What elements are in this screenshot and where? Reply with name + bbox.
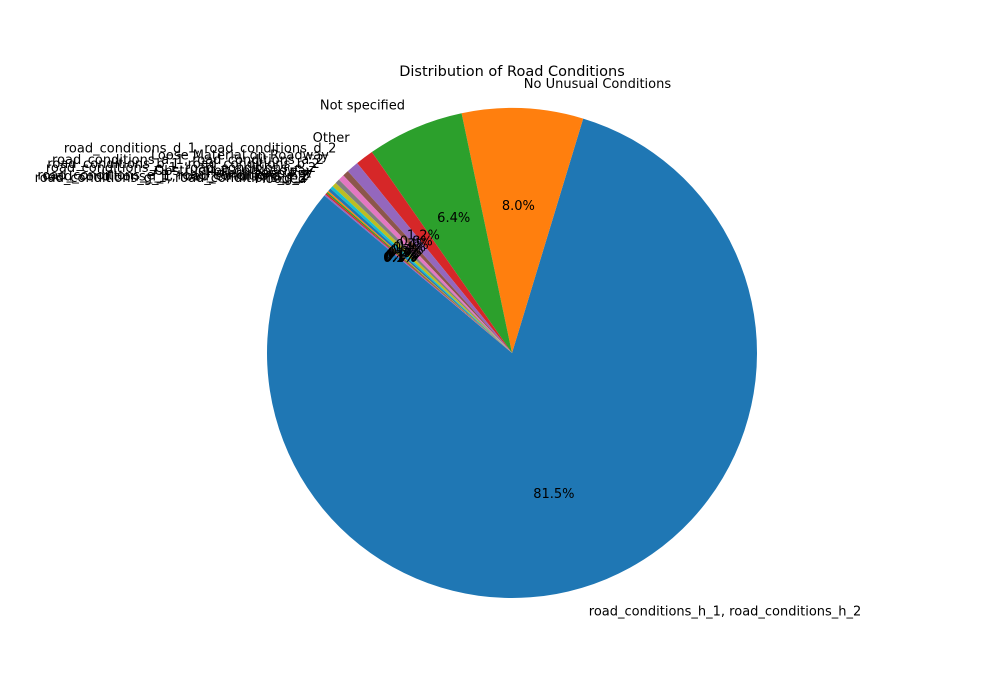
pie-slice-labels: road_conditions_h_1, road_conditions_h_2…	[35, 77, 862, 619]
slice-label-5: Loose Material on Roadway	[151, 148, 329, 163]
pie-slice-13	[325, 193, 512, 353]
slice-label-10: Holes, Deep Rut	[207, 166, 312, 181]
pie-slice-10	[328, 188, 512, 353]
slice-percent-11: 0.1%	[385, 249, 418, 264]
pie-slices	[267, 108, 758, 599]
slice-percent-14: 0.1%	[383, 251, 416, 266]
slice-percent-9: 0.2%	[387, 247, 420, 262]
pie-slice-1	[461, 108, 584, 353]
slice-label-1: No Unusual Conditions	[524, 77, 672, 92]
slice-label-8: road_conditions_c_1, road_conditions_c_2	[46, 161, 316, 176]
pie-slice-14	[324, 194, 512, 353]
slice-label-13: road_conditions_g_1, road_conditions_g_2	[35, 171, 308, 186]
pie-slice-3	[357, 152, 512, 353]
pie-slice-4	[347, 163, 512, 353]
slice-label-0: road_conditions_h_1, road_conditions_h_2	[589, 604, 862, 619]
slice-label-7: road_conditions_b_1, road_conditions_b_2	[47, 157, 320, 172]
chart-title: Distribution of Road Conditions	[399, 64, 625, 80]
pie-slice-9	[330, 186, 512, 353]
slice-percent-13: 0.1%	[384, 251, 417, 266]
slice-label-6: road_conditions_a_1, road_conditions_a_2	[52, 153, 324, 168]
slice-percent-12: 0.1%	[384, 250, 417, 265]
pie-slice-2	[371, 113, 512, 353]
pie-slice-12	[326, 192, 512, 353]
slice-percent-2: 6.4%	[437, 211, 470, 226]
slice-percent-5: 0.4%	[396, 238, 429, 253]
slice-label-9: Obstruction on Roadway	[154, 164, 314, 179]
slice-label-14: Flooded	[255, 172, 307, 187]
slice-label-3: Other	[313, 131, 351, 146]
slice-percent-8: 0.3%	[389, 245, 422, 260]
pie-slice-7	[335, 179, 512, 353]
slice-label-11: road_conditions_e_1, road_conditions_e_2	[37, 168, 309, 183]
pie-slice-5	[343, 171, 512, 353]
slice-percent-10: 0.2%	[386, 248, 419, 263]
slice-percent-0: 81.5%	[533, 487, 574, 502]
slice-percent-1: 8.0%	[502, 199, 535, 214]
pie-slice-0	[267, 118, 758, 599]
pie-slice-6	[338, 175, 512, 353]
slice-label-4: road_conditions_d_1, road_conditions_d_2	[64, 142, 337, 157]
slice-label-2: Not specified	[320, 99, 405, 114]
pie-slice-8	[332, 182, 512, 353]
slice-percent-7: 0.3%	[391, 243, 424, 258]
pie-percent-labels: 81.5%8.0%6.4%1.2%0.8%0.4%0.4%0.3%0.3%0.2…	[383, 199, 574, 502]
slice-label-12: road_conditions_f_1, road_conditions_f_2	[43, 170, 308, 185]
slice-percent-6: 0.4%	[393, 241, 426, 256]
slice-percent-3: 1.2%	[407, 229, 440, 244]
slice-percent-4: 0.8%	[400, 235, 433, 250]
pie-slice-11	[327, 190, 512, 353]
